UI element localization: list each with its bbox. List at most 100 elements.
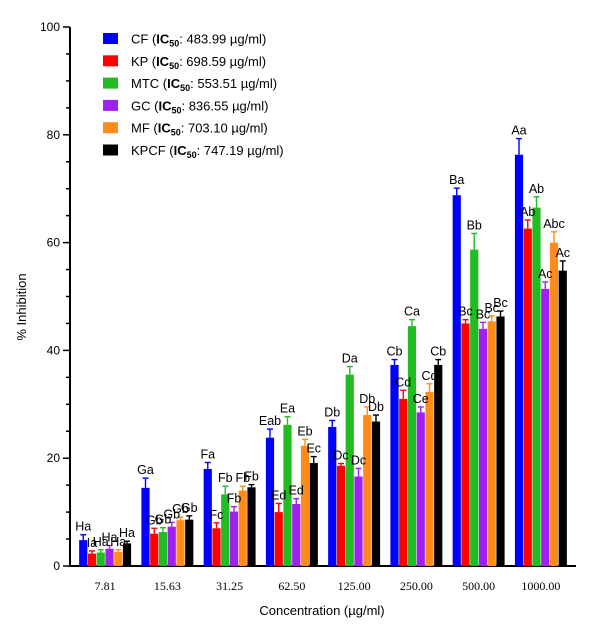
bar-mtc-7.81 [96,552,105,566]
bar-kp-7.81 [87,553,97,566]
bar-significance-label: Ha [93,535,109,549]
bar-significance-label: Gb [146,513,163,527]
legend-swatch-kp [103,55,118,67]
bar-labels-layer: HaIaHaHaHaHaGaGbGbGbGbGbFaFcFbFbFbFbEabE… [75,124,570,550]
bar-gc-125.00 [354,476,363,566]
y-tick-label: 40 [47,343,61,357]
bar-cf-500.00 [452,195,461,566]
bar-kpcf-31.25 [247,487,256,566]
bar-mtc-250.00 [407,326,417,566]
bar-kp-31.25 [212,528,221,566]
bar-significance-label: Fb [244,470,259,484]
bar-significance-label: Abc [543,217,565,231]
bar-mtc-31.25 [221,494,230,566]
bar-kpcf-62.50 [309,463,318,566]
bar-significance-label: Ab [520,205,535,219]
bar-significance-label: Db [359,392,375,406]
bar-cf-125.00 [328,426,337,566]
x-tick-label: 500.00 [462,579,495,593]
bar-mf-250.00 [425,391,434,566]
bar-gc-500.00 [478,328,488,566]
bar-significance-label: Db [324,405,340,419]
bar-significance-label: Ed [289,484,304,498]
bar-significance-label: Dc [333,449,348,463]
bar-mtc-1000.00 [532,207,541,566]
legend: CF (IC50: 483.99 µg/ml) KP (IC50: 698.59 … [103,32,284,160]
y-axis-title: % Inhibition [14,273,29,340]
bar-mtc-62.50 [283,424,292,566]
bar-significance-label: Fb [218,471,233,485]
y-tick-label: 80 [47,128,61,142]
bar-kpcf-15.63 [185,519,194,566]
legend-swatch-kpcf [103,144,118,156]
bar-mf-15.63 [176,520,185,566]
bar-gc-62.50 [292,504,301,566]
x-tick-label: 15.63 [154,579,181,593]
bar-mf-31.25 [238,490,247,566]
bar-significance-label: Eab [259,414,281,428]
bar-cf-250.00 [390,364,399,566]
bar-kp-125.00 [336,465,346,566]
bar-significance-label: Cd [395,375,411,389]
bar-significance-label: Ce [413,392,429,406]
y-tick-label: 20 [47,451,61,465]
x-tick-label: 250.00 [400,579,433,593]
legend-swatch-cf [103,33,118,44]
bar-mtc-125.00 [345,374,354,566]
bar-kpcf-125.00 [371,421,381,566]
bar-significance-label: Fb [227,492,242,506]
bar-kp-1000.00 [523,228,532,566]
bar-significance-label: Dc [351,453,366,467]
bar-gc-1000.00 [541,288,550,566]
bar-gc-15.63 [167,526,176,566]
y-tick-label: 100 [40,20,60,34]
bar-cf-1000.00 [514,154,524,567]
bar-significance-label: Ca [404,305,420,319]
bar-gc-31.25 [229,511,239,566]
bar-mtc-15.63 [158,532,168,566]
bar-kp-250.00 [399,398,408,566]
x-tick-label: 31.25 [216,579,243,593]
legend-entry-mtc: MTC (IC50: 553.51 µg/ml) [131,76,277,93]
bar-significance-label: Ia [87,536,97,550]
bar-significance-label: Ga [137,463,154,477]
x-tick-label: 7.81 [95,579,116,593]
bar-significance-label: Ed [271,488,286,502]
bars-layer [79,137,567,567]
legend-entry-cf: CF (IC50: 483.99 µg/ml) [131,32,266,49]
bar-mf-62.50 [300,445,310,566]
y-tick-label: 60 [47,236,61,250]
bar-significance-label: Eb [297,424,312,438]
bar-significance-label: Ha [102,531,118,545]
y-tick-label: 0 [53,559,60,573]
x-tick-label: 1000.00 [521,579,560,593]
bar-kp-500.00 [461,323,470,566]
bar-significance-label: Fa [200,448,215,462]
bar-significance-label: Db [368,400,384,414]
bar-significance-label: Ha [75,520,91,534]
bar-kpcf-250.00 [434,364,443,566]
bar-significance-label: Ec [306,442,321,456]
bar-significance-label: Aa [511,124,526,138]
x-tick-label: 62.50 [278,579,305,593]
legend-entry-kp: KP (IC50: 698.59 µg/ml) [131,54,266,71]
bar-kpcf-1000.00 [558,270,567,566]
bar-mf-500.00 [487,321,496,566]
bar-significance-label: Ab [529,182,544,196]
bar-significance-label: Cd [422,369,438,383]
bar-significance-label: Bc [458,305,473,319]
bar-kpcf-500.00 [496,316,505,566]
legend-swatch-mtc [103,77,118,89]
bar-significance-label: Gb [155,513,172,527]
bar-kp-62.50 [274,512,283,566]
bar-significance-label: Fb [235,471,250,485]
bar-significance-label: Da [342,352,358,366]
bar-significance-label: Cb [387,345,403,359]
bar-significance-label: Bb [467,218,482,232]
bar-significance-label: Bc [476,307,491,321]
bar-significance-label: Cb [430,345,446,359]
bar-cf-31.25 [203,468,212,566]
bar-cf-62.50 [265,437,275,566]
bar-significance-label: Ac [555,246,570,260]
bar-significance-label: Ba [449,173,464,187]
